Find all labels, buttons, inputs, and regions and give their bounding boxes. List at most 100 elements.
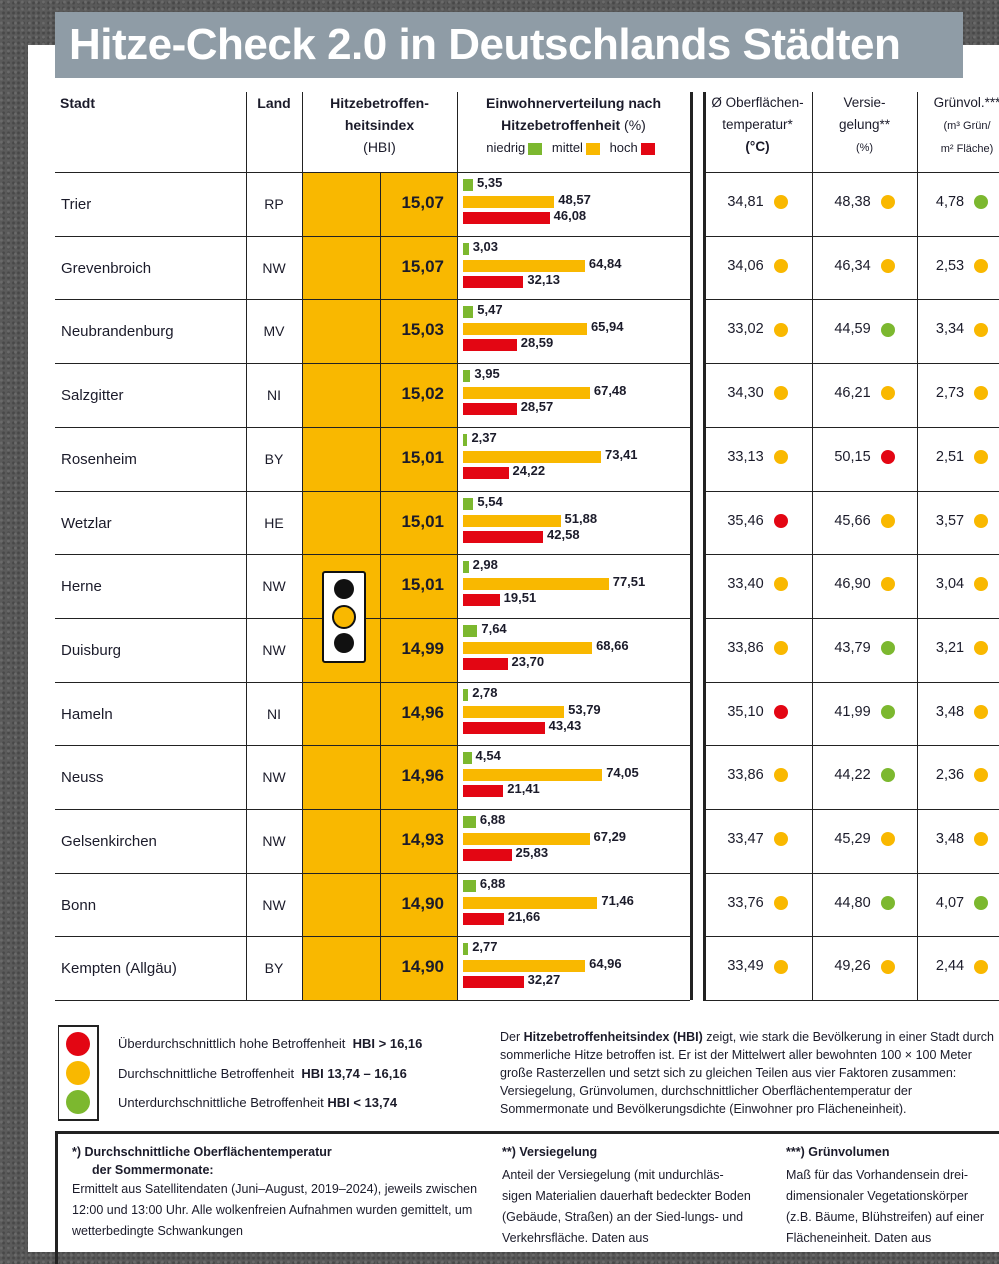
gruen-cell: 3,57 [917,513,999,529]
vers-cell: 46,34 [812,258,917,274]
bar-hoch [463,657,508,670]
status-dot-icon [773,386,788,401]
city-name: Rosenheim [61,450,137,468]
footnote-versiegelung: **) Versiegelung Anteil der Versiegelung … [502,1145,751,1245]
status-dot-icon [880,641,895,656]
status-dot-icon [773,258,788,273]
gruen-value: 3,34 [935,321,965,338]
city-name: Duisburg [61,641,122,659]
bar-mittel [463,514,561,527]
hbi-value: 15,07 [401,256,444,276]
bar-hoch-label: 32,13 [527,271,560,287]
vers-cell: 50,15 [812,449,917,465]
row-divider [55,682,690,683]
vers-value: 45,66 [834,512,871,529]
footnotes-box [55,1131,999,1264]
header-land: Land [257,95,291,111]
bar-mittel [463,387,590,400]
table-row: Neuss NW 14,96 4,54 74,05 21,41 33,86 44,22 2,36 [0,745,999,809]
row-divider [703,299,999,300]
bar-mittel-label: 65,94 [590,319,624,335]
status-dot-icon [974,449,989,464]
bar-niedrig [463,370,471,383]
gruen-cell: 2,53 [917,258,999,274]
city-name: Hameln [61,705,113,723]
gruen-cell: 2,44 [917,958,999,974]
table-row: Grevenbroich NW 15,07 3,03 64,84 32,13 34,06 46… [0,236,999,300]
vers-cell: 46,90 [812,576,917,592]
temp-value: 33,40 [727,576,764,593]
gruen-cell: 3,04 [917,576,999,592]
bar-hoch-label: 28,57 [520,399,554,415]
table-row: Salzgitter NI 15,02 3,95 67,48 28,57 34,30 46,2… [0,363,999,427]
gruen-cell: 2,51 [917,449,999,465]
header-gruenvolumen: Grünvol.*** (m³ Grün/m² Fläche) [933,95,999,155]
status-dot-icon [880,322,895,337]
status-dot-icon [773,959,788,974]
state-code: NI [267,705,281,722]
city-name: Salzgitter [61,387,124,405]
legend-high: Überdurchschnittlich hohe Betroffenheit … [118,1036,423,1051]
legend-green-square [528,142,543,155]
bar-niedrig [463,497,474,510]
gruen-value: 3,48 [935,831,965,847]
bar-hoch [463,530,544,543]
vers-cell: 48,38 [812,194,917,210]
temp-cell: 35,10 [703,704,812,720]
row-divider [703,554,999,555]
temp-cell: 33,13 [703,449,812,465]
state-code: NW [262,578,286,595]
bar-hoch-label: 21,66 [507,908,541,924]
bar-hoch [463,594,500,607]
bar-mittel-label: 71,46 [601,892,634,908]
temp-value: 34,81 [727,194,764,210]
table-row: Duisburg NW 14,99 7,64 68,66 23,70 33,86 43,79 3… [0,618,999,682]
vers-cell: 44,80 [812,895,917,911]
status-dot-icon [773,895,788,910]
vers-value: 46,21 [834,385,871,402]
status-dot-icon [880,449,895,464]
row-divider [703,172,999,173]
column-divider [302,92,303,1001]
bar-hoch-label: 32,27 [527,972,561,988]
status-dot-icon [880,513,895,528]
status-dot-icon [773,513,788,528]
row-divider [703,427,999,428]
row-divider [55,491,690,492]
vers-cell: 45,66 [812,513,917,529]
bar-niedrig [463,242,469,255]
bar-mittel [463,578,609,591]
city-name: Trier [61,196,92,213]
status-dot-icon [880,768,895,783]
state-code: HE [264,514,284,531]
table-row: Hameln NI 14,96 2,78 53,79 43,43 35,10 41,99 3,4… [0,682,999,746]
city-name: Herne [61,578,102,596]
temp-value: 33,13 [727,448,764,465]
bar-mittel [463,896,598,909]
bar-hoch [463,339,517,352]
state-code: BY [264,450,284,467]
status-dot-icon [974,768,989,783]
column-divider [812,92,813,1001]
column-divider [690,92,693,1001]
hbi-value: 15,03 [401,320,444,340]
bar-hoch-label: 25,83 [515,845,549,860]
status-dot-icon [974,577,989,592]
hbi-value: 14,99 [401,638,444,658]
row-divider [55,1000,690,1001]
status-dot-icon [974,704,989,719]
temp-cell: 34,81 [703,194,812,210]
state-code: NW [262,896,286,913]
page-title: Hitze-Check 2.0 in Deutschlands Städten [55,12,963,78]
state-code: NW [262,769,286,786]
bar-mittel-label: 53,79 [568,701,601,717]
gruen-cell: 2,36 [917,767,999,783]
city-name: Gelsenkirchen [61,833,157,850]
bar-niedrig-label: 2,77 [472,939,498,955]
bar-hoch-label: 46,08 [553,208,587,223]
row-divider [703,809,999,810]
bar-niedrig [463,561,469,574]
column-divider [917,92,918,1001]
hbi-value: 14,96 [401,766,444,786]
row-divider [703,936,999,937]
